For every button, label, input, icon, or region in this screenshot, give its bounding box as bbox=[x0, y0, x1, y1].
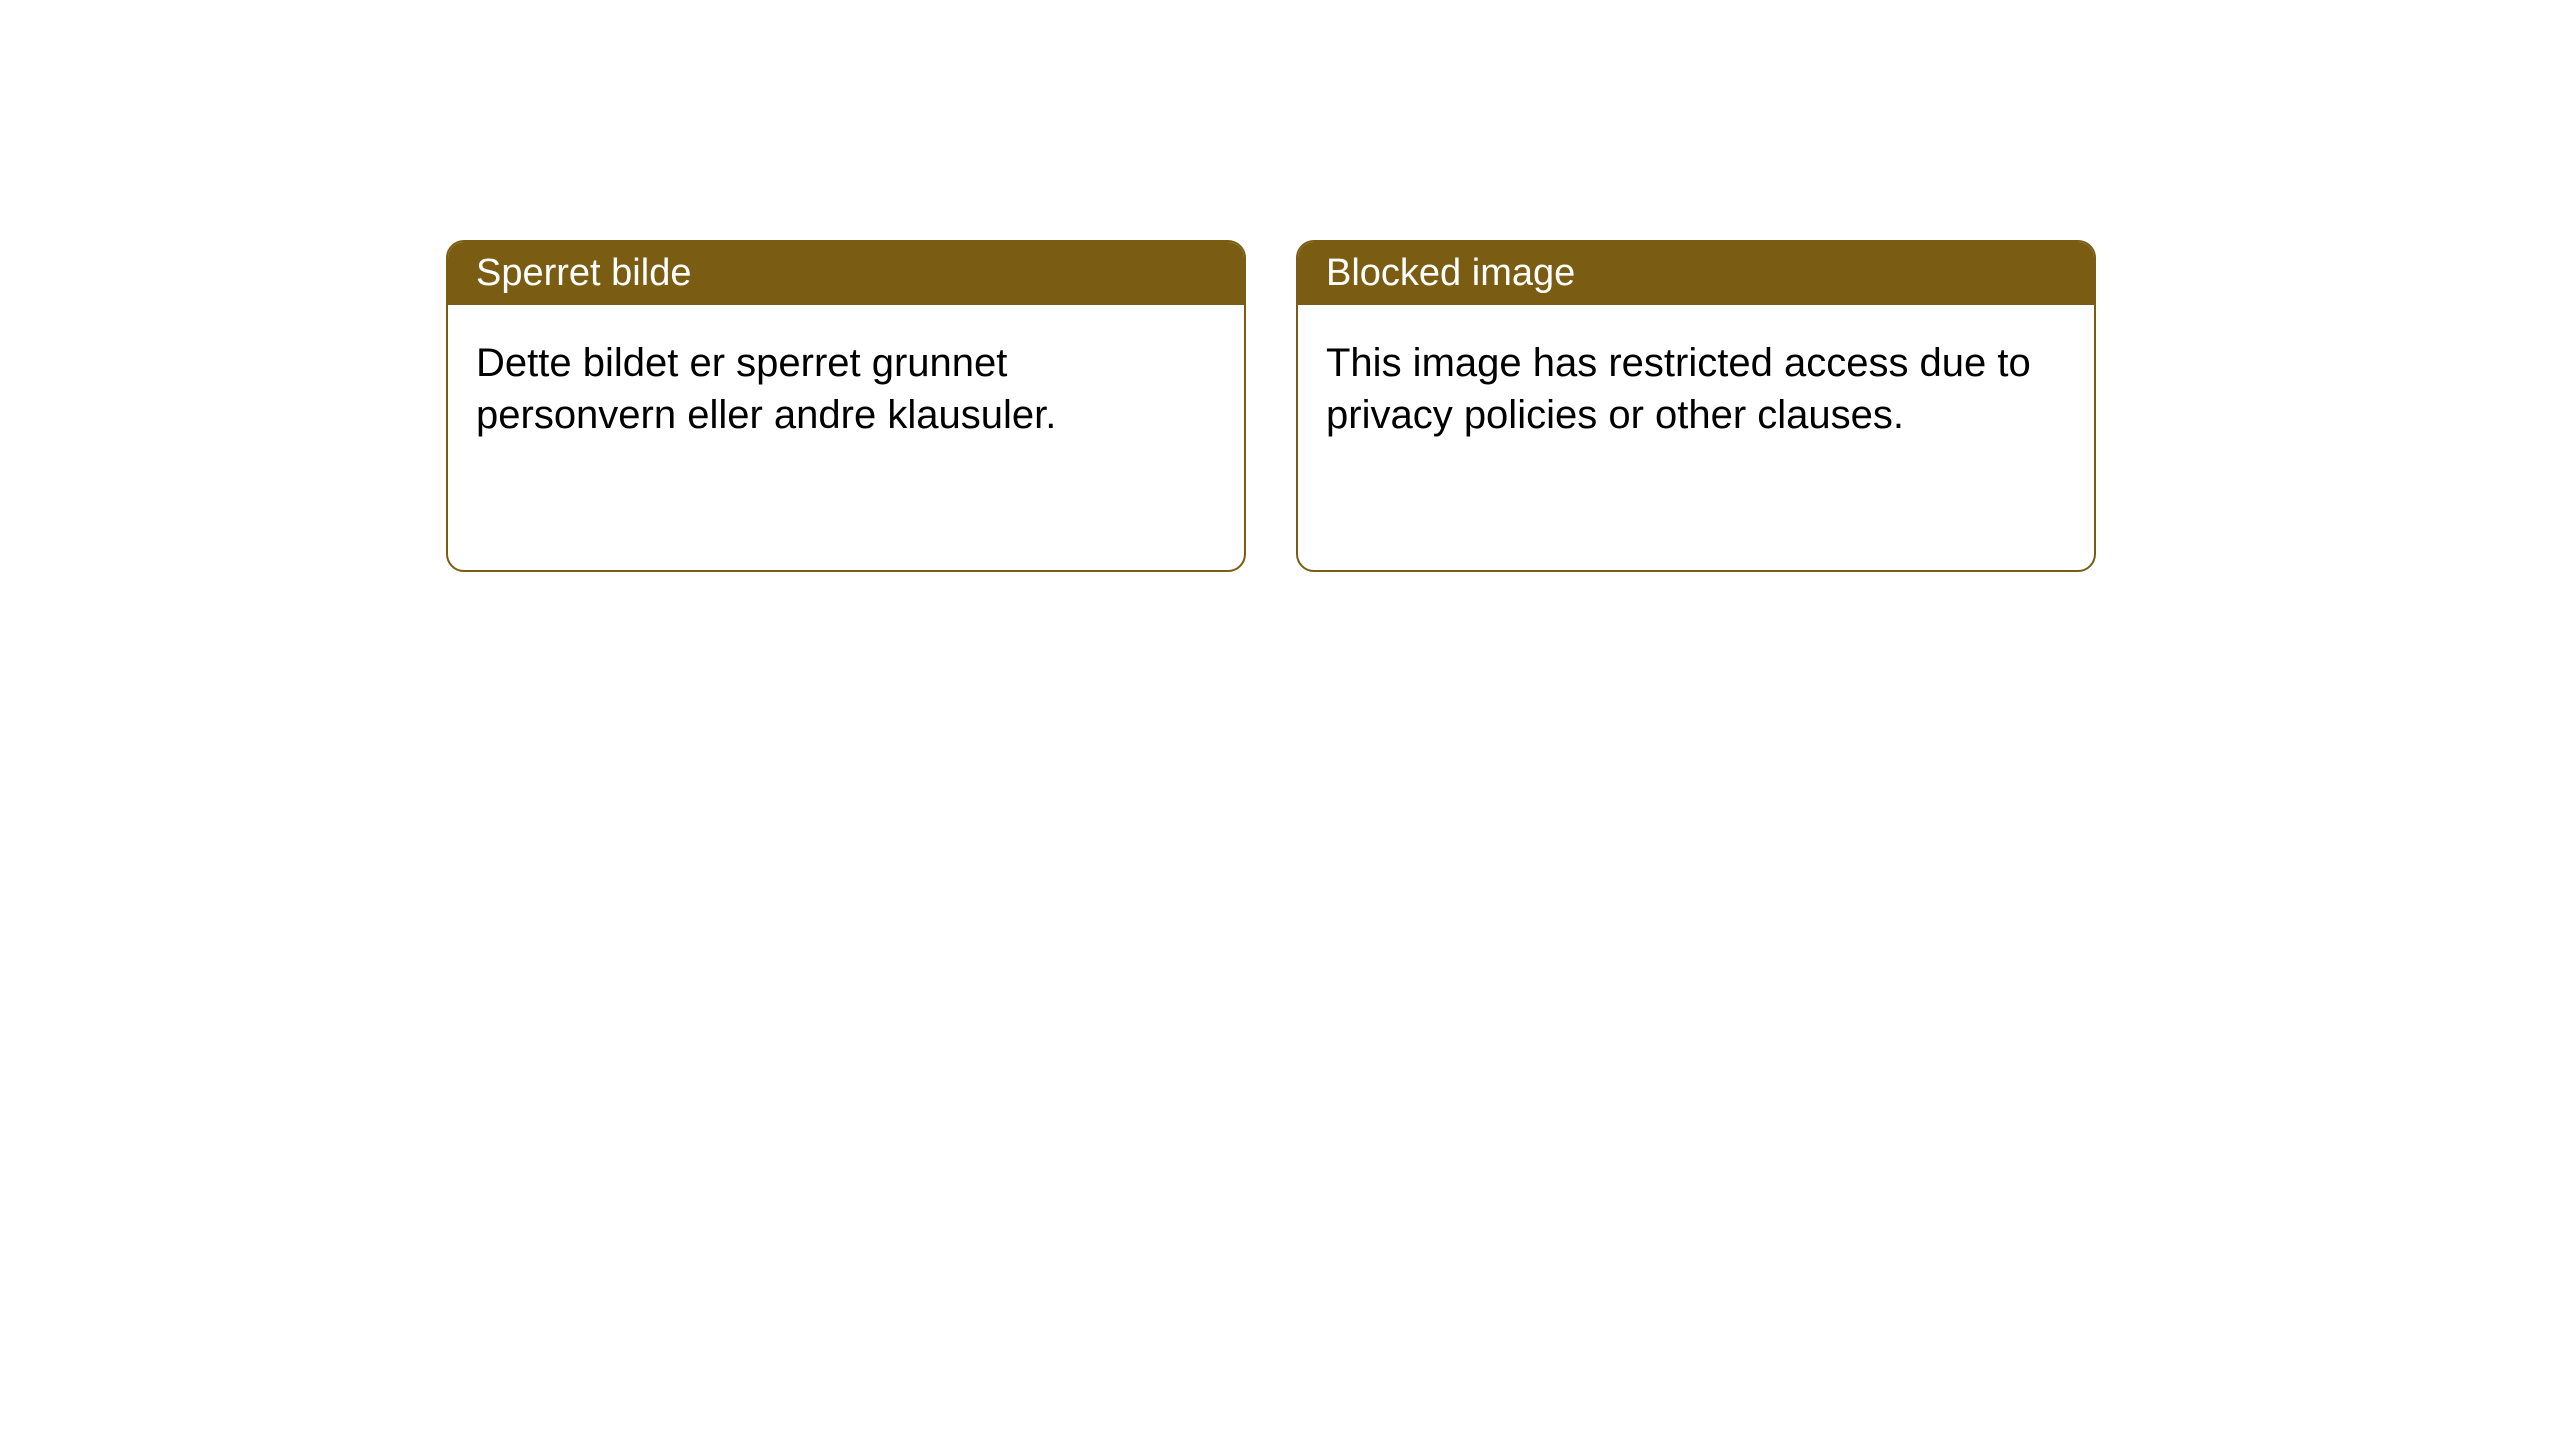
card-body: Dette bildet er sperret grunnet personve… bbox=[448, 305, 1244, 570]
card-body: This image has restricted access due to … bbox=[1298, 305, 2094, 570]
notice-card-norwegian: Sperret bilde Dette bildet er sperret gr… bbox=[446, 240, 1246, 572]
card-header: Sperret bilde bbox=[448, 242, 1244, 305]
card-header-text: Sperret bilde bbox=[476, 252, 691, 294]
card-body-text: This image has restricted access due to … bbox=[1326, 341, 2031, 437]
card-header-text: Blocked image bbox=[1326, 252, 1575, 294]
notice-card-english: Blocked image This image has restricted … bbox=[1296, 240, 2096, 572]
card-body-text: Dette bildet er sperret grunnet personve… bbox=[476, 341, 1056, 437]
notice-cards-container: Sperret bilde Dette bildet er sperret gr… bbox=[0, 0, 2560, 572]
card-header: Blocked image bbox=[1298, 242, 2094, 305]
